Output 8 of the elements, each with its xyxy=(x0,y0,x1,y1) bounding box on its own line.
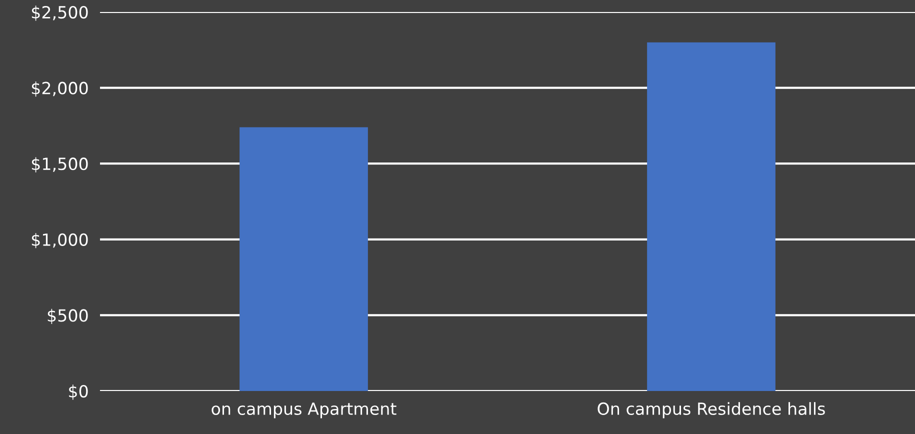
x-tick-label: on campus Apartment xyxy=(212,402,396,418)
y-tick-label: $2,000 xyxy=(32,81,88,97)
y-tick-label: $0 xyxy=(69,384,88,400)
y-tick-label: $1,500 xyxy=(32,157,88,172)
y-tick-label: $1,000 xyxy=(32,233,88,248)
y-tick-label: $500 xyxy=(48,308,88,324)
y-tick-label: $2,500 xyxy=(32,6,88,21)
x-tick-label: On campus Residence halls xyxy=(598,402,825,418)
